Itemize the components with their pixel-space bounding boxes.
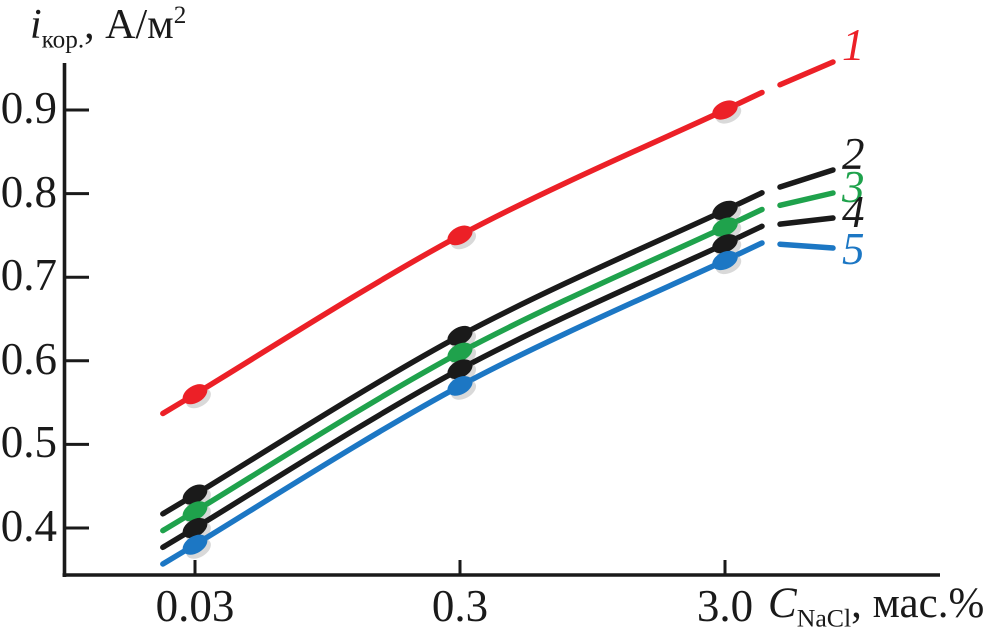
x-tick-label: 0.3 <box>431 581 489 631</box>
data-point <box>447 325 473 346</box>
y-tick-label: 0.7 <box>0 250 57 301</box>
x-axis-subscript: NaCl <box>796 603 852 633</box>
curve-5 <box>160 240 765 567</box>
data-point <box>447 225 473 246</box>
data-point <box>712 217 738 237</box>
y-tick-label: 0.8 <box>0 166 57 217</box>
y-axis-superscript: 2 <box>173 2 187 29</box>
curve-label-5: 5 <box>842 224 865 274</box>
y-tick-label: 0.9 <box>0 83 57 133</box>
data-point <box>182 384 208 405</box>
curve-label-2: 2 <box>842 129 865 179</box>
curve-trailing-dash <box>777 215 836 227</box>
data-point <box>447 359 473 379</box>
x-tick-label: 3.0 <box>696 581 754 631</box>
curve-trailing-dash <box>777 167 836 190</box>
curve-trailing-dash <box>777 59 836 88</box>
data-point <box>447 376 473 396</box>
curve-label-3: 3 <box>842 162 865 212</box>
y-tick-label: 0.4 <box>0 501 57 551</box>
y-tick-label: 0.5 <box>0 417 57 468</box>
y-tick-label: 0.6 <box>0 333 57 384</box>
curve-trailing-dash <box>777 241 836 251</box>
curve-trailing-dash <box>777 190 836 209</box>
data-point <box>182 517 208 539</box>
data-point <box>182 501 208 522</box>
y-axis-units: , А/м <box>84 2 174 48</box>
x-axis-units: , мас.% <box>851 580 985 627</box>
x-axis-title: CNaCl, мас.% <box>768 580 984 633</box>
data-point <box>182 534 208 555</box>
data-point <box>447 342 473 363</box>
curve-label-1: 1 <box>842 20 865 70</box>
data-point <box>182 484 208 505</box>
y-axis-subscript: кор. <box>41 26 85 54</box>
x-tick-label: 0.03 <box>155 581 235 631</box>
x-axis-symbol: C <box>768 580 797 627</box>
data-point <box>712 100 738 120</box>
data-point <box>712 250 738 271</box>
data-point <box>712 200 738 220</box>
y-axis-symbol: i <box>30 2 42 48</box>
y-axis-title: iкор., А/м2 <box>30 2 186 54</box>
data-point <box>712 234 738 254</box>
curve-label-4: 4 <box>842 187 865 237</box>
